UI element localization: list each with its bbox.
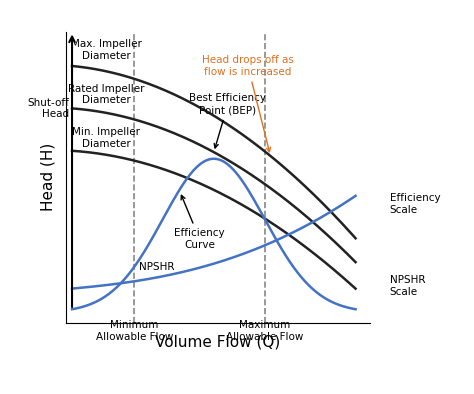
Text: NPSHR
Scale: NPSHR Scale <box>390 275 425 297</box>
Text: Minimum
Allowable Flow: Minimum Allowable Flow <box>96 320 173 342</box>
Text: Max. Impeller
Diameter: Max. Impeller Diameter <box>71 39 142 61</box>
Text: Min. Impeller
Diameter: Min. Impeller Diameter <box>72 127 140 149</box>
Text: Maximum
Allowable Flow: Maximum Allowable Flow <box>226 320 303 342</box>
Y-axis label: Head (H): Head (H) <box>40 143 55 212</box>
Text: Rated Impeller
Diameter: Rated Impeller Diameter <box>68 84 144 105</box>
Text: Best Efficiency
Point (BEP): Best Efficiency Point (BEP) <box>190 93 266 148</box>
Text: NPSHR: NPSHR <box>139 262 175 272</box>
Text: Efficiency
Scale: Efficiency Scale <box>390 193 440 215</box>
Text: Head drops off as
flow is increased: Head drops off as flow is increased <box>202 55 294 152</box>
Text: Shut-off
Head: Shut-off Head <box>27 98 69 119</box>
X-axis label: Volume Flow (Q): Volume Flow (Q) <box>155 334 281 349</box>
Text: Efficiency
Curve: Efficiency Curve <box>174 195 225 250</box>
